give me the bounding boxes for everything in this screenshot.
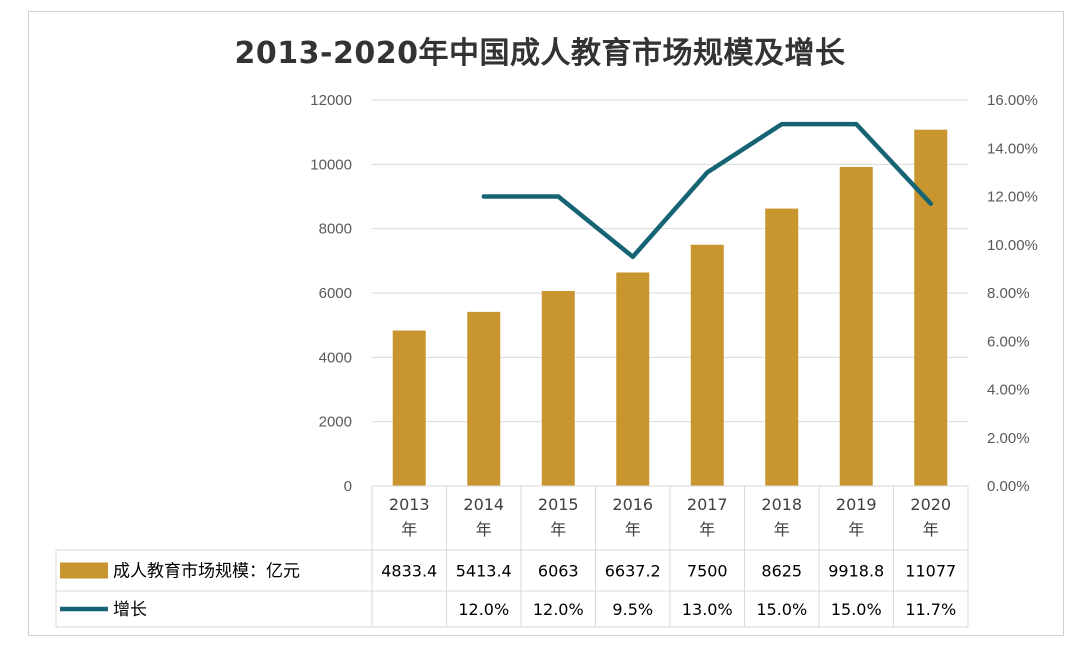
table-cell-growth: 13.0% <box>682 600 733 619</box>
data-table: 2013 年 2014 年 2015 年 2016 年 2017 年 2018 年 2019 年 2020 年… <box>55 485 969 628</box>
bar <box>392 330 426 486</box>
table-cell-size: 4833.4 <box>381 562 437 581</box>
left-tick-label: 8000 <box>319 221 352 238</box>
table-cell-size: 5413.4 <box>456 562 512 581</box>
right-tick-label: 2.00% <box>987 430 1030 447</box>
right-tick-label: 10.00% <box>987 237 1038 254</box>
table-cell-growth: 12.0% <box>458 600 509 619</box>
left-tick-label: 4000 <box>319 349 352 366</box>
chart-title: 2013-2020年中国成人教育市场规模及增长 <box>234 36 846 71</box>
table-cell-size: 6063 <box>538 562 579 581</box>
category-label: 2013 年 <box>389 495 430 539</box>
table-cell-size: 11077 <box>905 562 956 581</box>
category-label: 2016 年 <box>612 495 653 539</box>
bar <box>839 166 873 487</box>
bar-series <box>392 129 948 487</box>
right-axis-ticks: 0.00% 2.00% 4.00% 6.00% 8.00% 10.00% 12.00% 14.… <box>987 92 1038 495</box>
category-label: 2015 年 <box>538 495 579 539</box>
legend-label-line: 增长 <box>113 600 147 620</box>
right-tick-label: 6.00% <box>987 333 1030 350</box>
left-tick-label: 12000 <box>310 92 352 109</box>
left-axis-ticks: 0 2000 4000 6000 8000 10000 12000 <box>310 92 352 495</box>
legend-swatch-bar <box>60 562 108 579</box>
right-tick-label: 0.00% <box>987 478 1030 495</box>
table-cell-growth: 15.0% <box>831 600 882 619</box>
category-label: 2018 年 <box>761 495 802 539</box>
right-tick-label: 12.00% <box>987 189 1038 206</box>
right-tick-label: 16.00% <box>987 92 1038 109</box>
legend-label-bar: 成人教育市场规模：亿元 <box>113 562 300 582</box>
table-cell-size: 7500 <box>687 562 728 581</box>
line-series <box>481 121 934 260</box>
bar <box>616 272 650 486</box>
table-cell-growth: 12.0% <box>533 600 584 619</box>
category-label: 2017 年 <box>687 495 728 539</box>
table-cell-size: 8625 <box>761 562 802 581</box>
bar <box>541 290 575 486</box>
right-tick-label: 8.00% <box>987 285 1030 302</box>
right-tick-label: 14.00% <box>987 140 1038 157</box>
table-cell-growth: 15.0% <box>756 600 807 619</box>
table-cell-growth: 9.5% <box>612 600 653 619</box>
left-tick-label: 0 <box>344 478 352 495</box>
left-tick-label: 2000 <box>319 414 352 431</box>
table-cell-size: 6637.2 <box>605 562 661 581</box>
bar <box>690 244 724 486</box>
category-label: 2020 年 <box>910 495 951 539</box>
right-tick-label: 4.00% <box>987 382 1030 399</box>
table-cell-size: 9918.8 <box>828 562 884 581</box>
bar <box>467 311 501 486</box>
left-tick-label: 10000 <box>310 156 352 173</box>
category-label: 2014 年 <box>463 495 504 539</box>
category-label: 2019 年 <box>836 495 877 539</box>
bar <box>765 208 799 486</box>
left-tick-label: 6000 <box>319 285 352 302</box>
bar <box>914 129 948 487</box>
table-cell-growth: 11.7% <box>905 600 956 619</box>
growth-line <box>481 121 934 260</box>
